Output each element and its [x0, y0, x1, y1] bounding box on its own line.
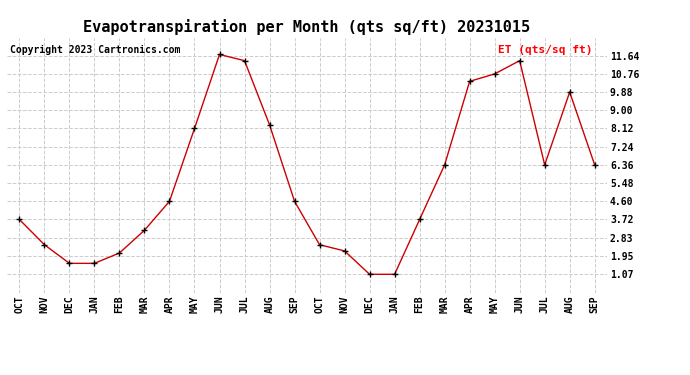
Text: ET (qts/sq ft): ET (qts/sq ft): [497, 45, 592, 55]
Title: Evapotranspiration per Month (qts sq/ft) 20231015: Evapotranspiration per Month (qts sq/ft)…: [83, 19, 531, 35]
Text: Copyright 2023 Cartronics.com: Copyright 2023 Cartronics.com: [10, 45, 180, 55]
